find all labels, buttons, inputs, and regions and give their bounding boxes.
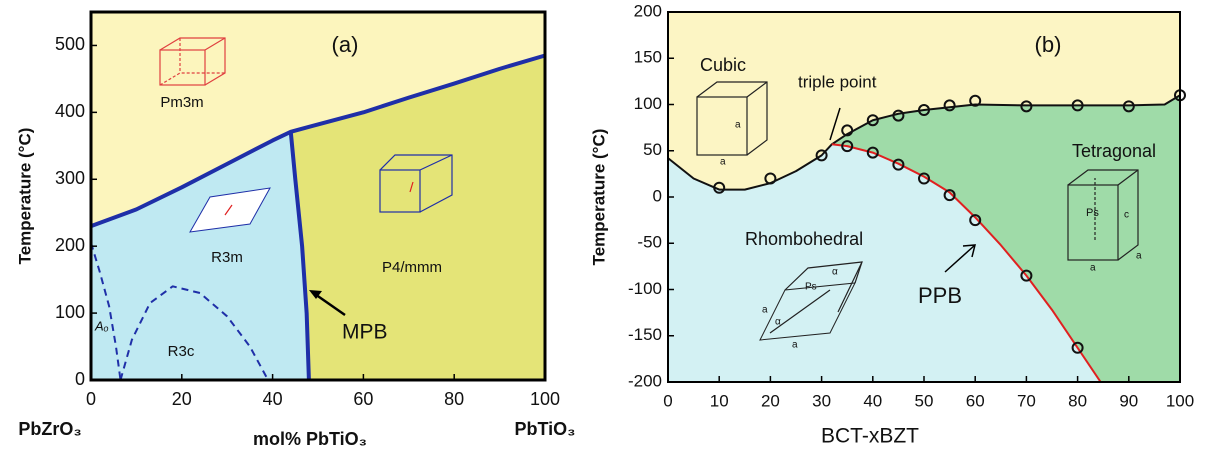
x-tick-label: 80 (444, 389, 464, 409)
x-tick-label: 0 (86, 389, 96, 409)
y-tick-label: 300 (55, 168, 85, 188)
phase-label: R3c (168, 343, 195, 360)
ppb-label: PPB (918, 283, 962, 308)
x-axis-label: PbZrO₃ (18, 419, 81, 439)
x-tick-label: 100 (530, 389, 560, 409)
x-axis-label: BCT-xBZT (821, 425, 919, 448)
x-tick-label: 50 (915, 391, 934, 410)
phase-label: Cubic (700, 55, 746, 75)
figure: 0204060801000100200300400500PbZrO₃mol% P… (0, 0, 1209, 455)
annotation: triple point (798, 72, 877, 91)
y-tick-label: 200 (55, 235, 85, 255)
lattice-label: a (735, 120, 741, 131)
x-axis-label: PbTiO₃ (515, 419, 576, 439)
lattice-label: a (1090, 263, 1096, 274)
phase-label: R3m (211, 249, 243, 266)
y-tick-label: 100 (55, 302, 85, 322)
panel-label: (b) (1035, 32, 1062, 57)
phase-label: Pm3m (160, 94, 203, 111)
lattice-label: a (1136, 251, 1142, 262)
mpb-label: MPB (342, 321, 388, 344)
y-tick-label: 100 (634, 94, 662, 113)
x-tick-label: 60 (966, 391, 985, 410)
x-tick-label: 30 (812, 391, 831, 410)
x-tick-label: 80 (1068, 391, 1087, 410)
lattice-label: a (792, 340, 798, 351)
x-tick-label: 90 (1119, 391, 1138, 410)
x-tick-label: 10 (710, 391, 729, 410)
lattice-label: a (762, 305, 768, 316)
lattice-label: Ps (1086, 207, 1099, 219)
x-tick-label: 70 (1017, 391, 1036, 410)
x-tick-label: 40 (863, 391, 882, 410)
y-axis-label: Temperature (°C) (589, 129, 608, 266)
x-axis-label: mol% PbTiO₃ (253, 429, 367, 449)
x-tick-label: 100 (1166, 391, 1194, 410)
y-tick-label: 150 (634, 48, 662, 67)
y-tick-label: 0 (653, 186, 662, 205)
x-tick-label: 20 (761, 391, 780, 410)
lattice-label: c (1124, 210, 1129, 221)
panel-a: 0 20 40 60 80 100 0 100 200 300 400 500 PbZrO₃ mol% P… (15, 12, 575, 449)
y-tick-label: 400 (55, 101, 85, 121)
y-tick-label: 0 (75, 369, 85, 389)
lattice-label: α (832, 267, 838, 278)
phase-label: P4/mmm (382, 259, 442, 276)
y-tick-label: 500 (55, 34, 85, 54)
phase-label: Aₒ (94, 318, 109, 333)
lattice-label: Ps (805, 282, 817, 293)
panel-b: 0 10 20 30 40 50 60 70 80 90 100 -200 -150 -100 -50 0 50… (589, 1, 1194, 447)
y-tick-label: -200 (628, 371, 662, 390)
x-tick-label: 0 (663, 391, 672, 410)
x-tick-label: 60 (353, 389, 373, 409)
phase-label: Tetragonal (1072, 141, 1156, 161)
y-tick-label: -150 (628, 325, 662, 344)
y-tick-label: 50 (643, 140, 662, 159)
y-tick-label: 200 (634, 1, 662, 20)
y-tick-label: -50 (637, 233, 662, 252)
lattice-label: a (720, 157, 726, 168)
lattice-label: α (775, 317, 781, 328)
x-tick-label: 40 (263, 389, 283, 409)
y-axis-label: Temperature (°C) (15, 128, 34, 265)
y-tick-label: -100 (628, 279, 662, 298)
panel-label: (a) (332, 32, 359, 57)
phase-label: Rhombohedral (745, 229, 863, 249)
x-tick-label: 20 (172, 389, 192, 409)
